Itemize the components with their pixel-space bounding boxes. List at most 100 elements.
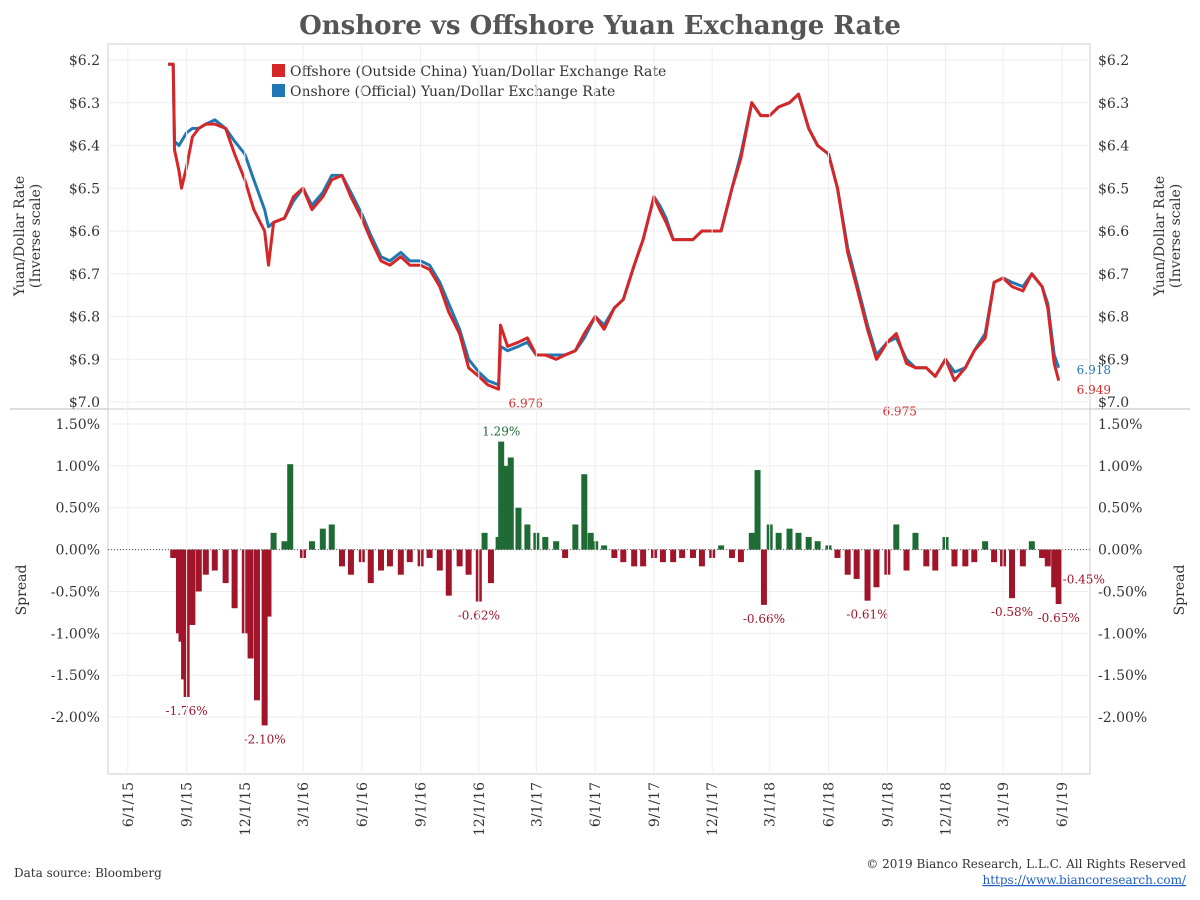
y-tick-label-left: $6.6 xyxy=(69,224,100,240)
spread-bar xyxy=(270,532,277,550)
y-tick-label-right: $6.7 xyxy=(1098,267,1129,283)
y-tick-label-left: $6.9 xyxy=(69,352,100,368)
website-link[interactable]: https://www.biancoresearch.com/ xyxy=(982,873,1186,887)
y-tick-label-left: $6.4 xyxy=(69,139,100,155)
spread-bar xyxy=(611,549,618,558)
spread-bar xyxy=(982,541,989,550)
spread-bar xyxy=(202,549,209,575)
spread-bar xyxy=(903,549,910,571)
spread-bar xyxy=(1044,549,1051,567)
spread-bar xyxy=(620,549,627,563)
spread-bar xyxy=(195,549,202,592)
spread-bar xyxy=(728,549,735,558)
spread-tick-label-right: 0.50% xyxy=(1098,501,1142,517)
rate-panel: $6.2 $6.2 $6.3 $6.3 $6.4 $6.4 $6.5 $6.5 $6.6 $6.6… xyxy=(10,43,1190,418)
spread-bar xyxy=(962,549,969,567)
spread-annotation: -0.58% xyxy=(991,605,1033,619)
x-tick-label: 6/1/19 xyxy=(1055,782,1071,827)
y-tick-label-left: $7.0 xyxy=(69,395,100,411)
spread-tick-label-left: 1.00% xyxy=(56,459,100,475)
y-tick-label-right: $7.0 xyxy=(1098,395,1129,411)
spread-bar xyxy=(1009,549,1016,599)
onshore-line xyxy=(168,62,1061,387)
spread-tick-label-left: -2.00% xyxy=(51,710,100,726)
x-tick-label: 12/1/15 xyxy=(238,782,254,836)
spread-bar xyxy=(1028,541,1035,550)
x-tick-label: 6/1/17 xyxy=(588,782,604,827)
spread-bar xyxy=(670,549,677,563)
legend-swatch-offshore xyxy=(272,64,285,77)
spread-tick-label-left: 0.50% xyxy=(56,501,100,517)
spread-bar xyxy=(445,549,452,596)
spread-axis-title-right: Spread xyxy=(1172,565,1188,616)
spread-bar xyxy=(465,549,472,575)
x-tick-label: 3/1/19 xyxy=(996,782,1012,827)
rate-annotation: 6.949 xyxy=(1077,383,1111,397)
x-tick-label: 12/1/16 xyxy=(472,782,488,836)
rate-axis-title-left: Yuan/Dollar Rate(Inverse scale) xyxy=(12,176,44,297)
legend-label-onshore: Onshore (Official) Yuan/Dollar Exchange … xyxy=(290,84,615,100)
y-tick-label-left: $6.3 xyxy=(69,96,100,112)
rate-annotation: 6.975 xyxy=(882,404,916,418)
y-tick-label-left: $6.8 xyxy=(69,310,100,326)
spread-bar xyxy=(679,549,686,558)
spread-bar xyxy=(1039,549,1046,558)
spread-bar xyxy=(631,549,638,567)
spread-bar xyxy=(436,549,443,571)
rate-annotation: 6.976 xyxy=(509,397,543,411)
y-tick-label-right: $6.4 xyxy=(1098,139,1129,155)
x-tick-label: 3/1/17 xyxy=(529,782,545,827)
spread-bar xyxy=(542,537,549,550)
spread-bar xyxy=(524,524,531,550)
spread-bar xyxy=(834,549,841,558)
spread-bar xyxy=(386,549,393,567)
spread-bar xyxy=(951,549,958,567)
spread-annotation: -0.65% xyxy=(1038,611,1080,625)
x-tick-label: 6/1/16 xyxy=(355,782,371,827)
y-tick-label-left: $6.2 xyxy=(69,53,100,69)
x-tick-label: 12/1/18 xyxy=(939,782,955,836)
spread-bar xyxy=(640,549,647,567)
spread-bar xyxy=(932,549,939,571)
offshore-line xyxy=(168,62,1061,391)
copyright-note: © 2019 Bianco Research, L.L.C. All Right… xyxy=(866,857,1186,871)
spread-bar xyxy=(601,545,608,550)
spread-bar xyxy=(748,532,755,550)
spread-bar xyxy=(265,549,272,617)
y-tick-label-left: $6.7 xyxy=(69,267,100,283)
spread-bar xyxy=(406,549,413,563)
spread-bar xyxy=(231,549,238,609)
x-tick-label: 12/1/17 xyxy=(705,782,721,836)
x-tick-label: 9/1/18 xyxy=(880,782,896,827)
spread-bar xyxy=(698,549,705,567)
spread-tick-label-left: 0.00% xyxy=(56,543,100,559)
x-tick-label: 9/1/16 xyxy=(414,782,430,827)
spread-tick-label-left: -1.00% xyxy=(51,626,100,642)
spread-annotation: -2.10% xyxy=(244,732,286,746)
spread-bar xyxy=(991,549,998,563)
spread-bar xyxy=(689,549,696,558)
spread-bar xyxy=(760,549,767,605)
spread-bar xyxy=(253,549,260,701)
y-tick-label-left: $6.5 xyxy=(69,181,100,197)
spread-bar xyxy=(498,441,505,550)
spread-tick-label-left: 1.50% xyxy=(56,417,100,433)
spread-bar xyxy=(502,465,509,550)
chart-title: Onshore vs Offshore Yuan Exchange Rate xyxy=(299,11,901,41)
spread-bar xyxy=(338,549,345,567)
spread-bar xyxy=(893,524,900,550)
spread-bar xyxy=(844,549,851,575)
spread-bar xyxy=(562,549,569,558)
spread-bar xyxy=(775,532,782,550)
spread-bar xyxy=(281,541,288,550)
spread-panel: 1.50% 1.50% 1.00% 1.00% 0.50% 0.50% 0.00% 0.00%… xyxy=(14,408,1188,775)
spread-bar xyxy=(287,464,294,550)
legend-label-offshore: Offshore (Outside China) Yuan/Dollar Exc… xyxy=(290,64,666,80)
rate-axis-title-right: Yuan/Dollar Rate(Inverse scale) xyxy=(1152,176,1184,297)
spread-bar xyxy=(189,549,196,625)
y-tick-label-right: $6.5 xyxy=(1098,181,1129,197)
x-tick-label: 6/1/18 xyxy=(822,782,838,827)
spread-bar xyxy=(456,549,463,567)
x-tick-label: 3/1/16 xyxy=(296,782,312,827)
